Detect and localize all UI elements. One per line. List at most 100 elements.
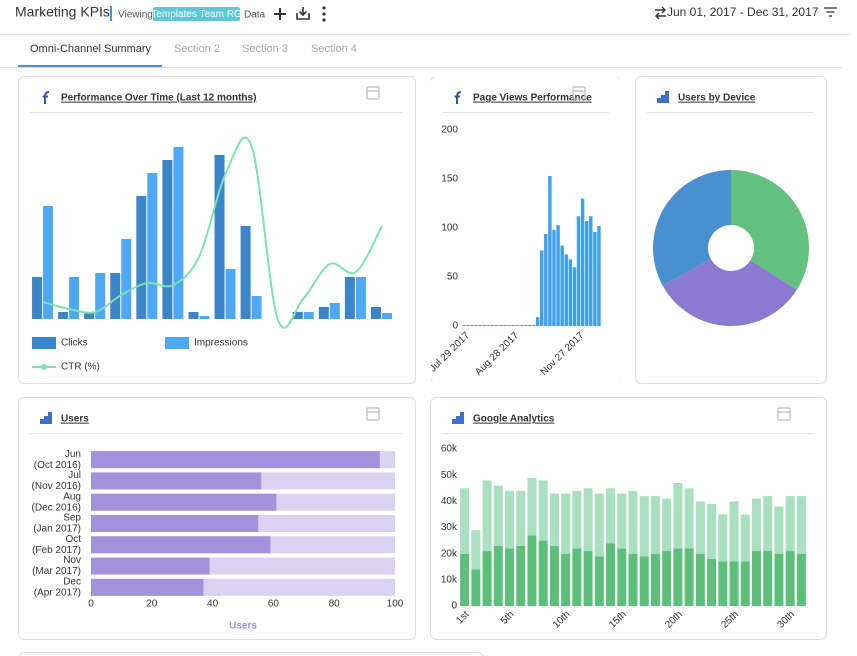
add-icon[interactable] [274, 8, 286, 20]
bar-segment [752, 551, 761, 606]
bar-segment [471, 530, 480, 569]
bar [565, 254, 568, 326]
bar [569, 259, 572, 326]
bar [241, 226, 251, 319]
bar-segment [651, 496, 660, 554]
bar-segment [561, 554, 570, 606]
bar-segment [718, 562, 727, 606]
bar [147, 173, 157, 319]
bar [345, 277, 355, 319]
bar [499, 325, 502, 326]
bar [91, 494, 276, 511]
bar-segment [797, 554, 806, 606]
widget: Users by Device [636, 77, 827, 384]
bar-segment [505, 491, 514, 549]
y-tick-label: 150 [441, 174, 458, 185]
bar-segment [662, 551, 671, 606]
bar-segment [460, 554, 469, 606]
bar-segment [516, 546, 525, 606]
bar [515, 325, 518, 326]
bar-segment [797, 496, 806, 554]
bar [32, 277, 42, 319]
widget: Page Views Performance050100150200Jul 29… [428, 77, 622, 384]
legend-swatch [165, 337, 189, 349]
download-icon[interactable] [297, 7, 309, 19]
bar-segment [707, 504, 716, 559]
bar-segment [741, 562, 750, 606]
bar-segment [505, 548, 514, 606]
bar [475, 325, 478, 326]
swap-icon[interactable] [655, 7, 666, 19]
viewing-label: Viewing [118, 10, 153, 21]
bar [491, 325, 494, 326]
bar [462, 325, 465, 326]
y-tick-label: 50k [441, 470, 458, 481]
bar [466, 325, 469, 326]
widget-title: Page Views Performance [473, 93, 592, 104]
widget-title: Users [61, 414, 89, 425]
bar-segment [651, 554, 660, 606]
bar [173, 147, 183, 319]
bar [503, 325, 506, 326]
tab[interactable]: Section 3 [242, 43, 288, 55]
bar [593, 232, 596, 326]
tab[interactable]: Section 4 [311, 43, 357, 55]
bar [573, 267, 576, 326]
date-range[interactable]: Jun 01, 2017 - Dec 31, 2017 [667, 5, 819, 19]
bar-segment [741, 514, 750, 561]
widget-title: Users by Device [678, 93, 756, 104]
x-tick-label: 40 [207, 599, 219, 610]
widget: Google Analytics010k20k30k40k50k60k1st5t… [431, 398, 827, 640]
x-tick-label: 60 [268, 599, 280, 610]
bar-segment [763, 496, 772, 551]
bar [199, 316, 209, 319]
x-tick-label: 20 [146, 599, 158, 610]
bar-segment [483, 480, 492, 551]
bar-segment [707, 559, 716, 606]
bar [483, 325, 486, 326]
bar-segment [752, 499, 761, 551]
bar [479, 325, 482, 326]
bar-segment [629, 491, 638, 554]
bar [585, 221, 588, 326]
y-tick-label: Jul [68, 470, 81, 481]
bar [487, 325, 490, 326]
bar [495, 325, 498, 326]
bar-segment [595, 556, 604, 606]
y-tick-label: Aug [63, 491, 81, 502]
legend-swatch [32, 337, 56, 349]
bar [188, 312, 198, 319]
bar-segment [539, 480, 548, 540]
bar [597, 226, 600, 326]
bar-segment [786, 551, 795, 606]
bar-segment [606, 543, 615, 606]
widget-title: Performance Over Time (Last 12 months) [61, 93, 256, 104]
bar [577, 216, 580, 326]
x-tick-label: 0 [88, 599, 94, 610]
bar [91, 451, 380, 468]
bar-segment [763, 551, 772, 606]
filter-icon[interactable] [824, 8, 837, 16]
bar [371, 307, 381, 319]
widget: Performance Over Time (Last 12 months)Cl… [19, 77, 416, 384]
y-tick-label: 0 [451, 601, 457, 612]
bar-segment [494, 486, 503, 546]
tab[interactable]: Section 2 [174, 43, 220, 55]
bar [69, 277, 79, 319]
badge-text[interactable]: Templates Team RG [151, 9, 242, 20]
bar [528, 325, 531, 326]
bar-segment [550, 546, 559, 606]
bar [532, 325, 535, 326]
bar [319, 307, 329, 319]
bar-segment [561, 493, 570, 553]
x-tick-label: 100 [387, 599, 404, 610]
bar [91, 515, 258, 532]
more-icon[interactable] [322, 6, 325, 21]
bar [162, 160, 172, 319]
bar-segment [584, 551, 593, 606]
x-axis-label: Users [229, 621, 257, 632]
bar-segment [774, 554, 783, 606]
bar-segment [673, 548, 682, 606]
tab[interactable]: Omni-Channel Summary [30, 43, 152, 55]
bar [226, 269, 236, 319]
